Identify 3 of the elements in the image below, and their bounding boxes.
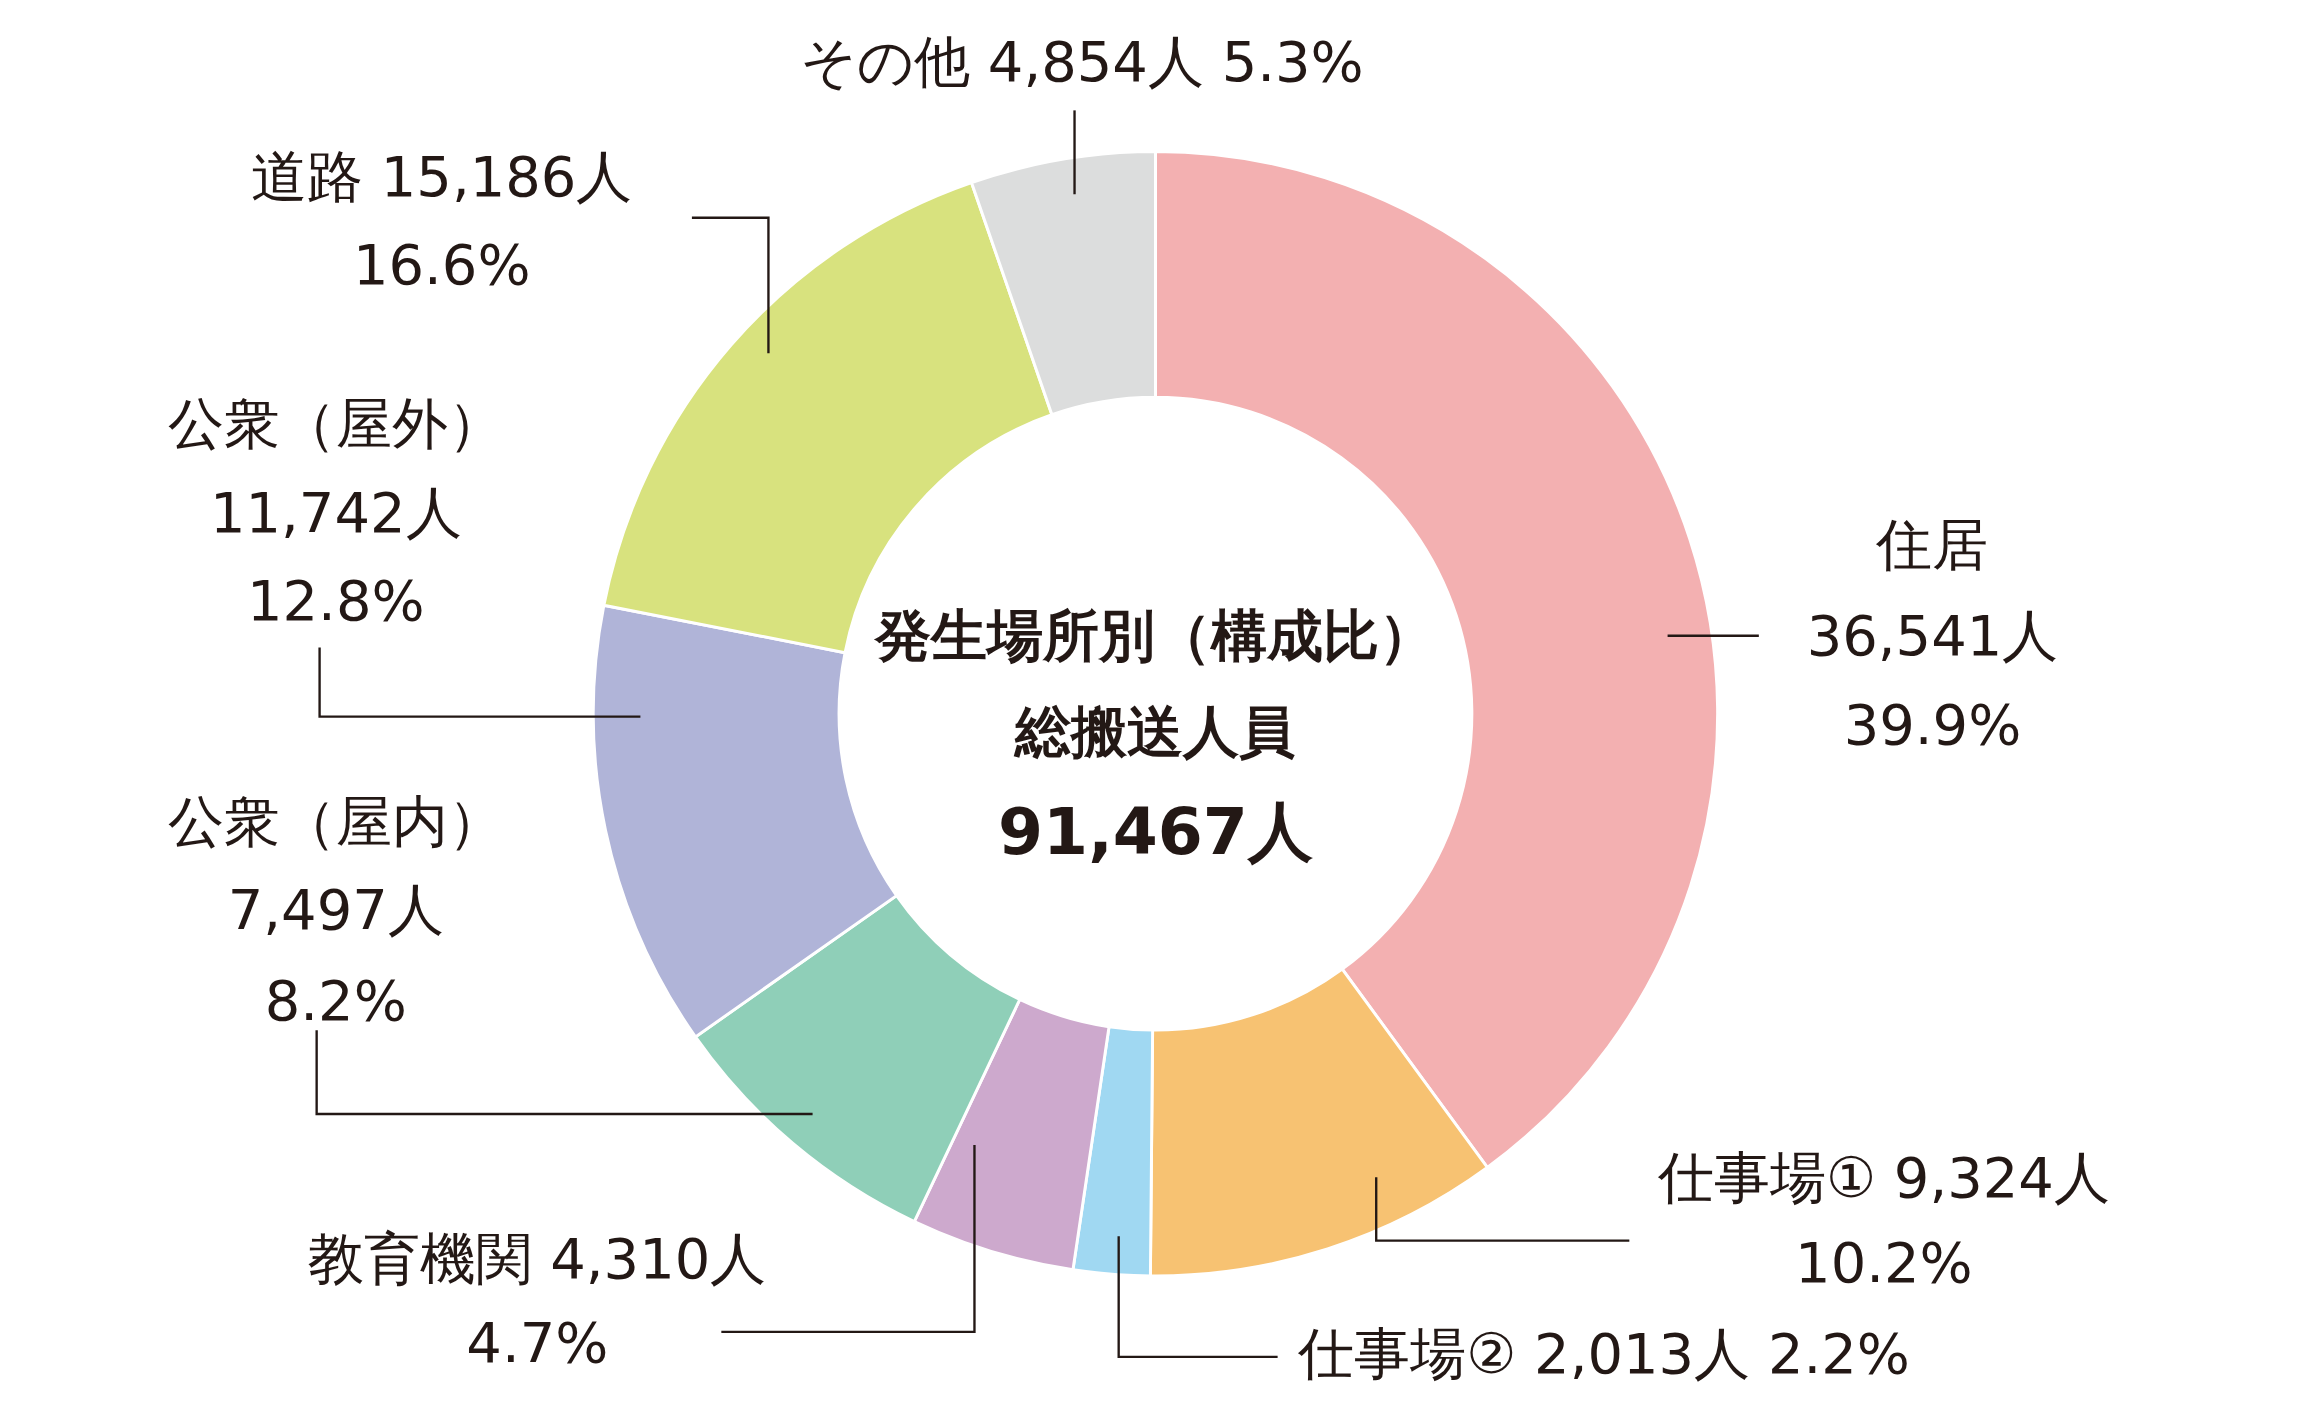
text: 91,467人 [998, 793, 1313, 869]
text: 総搬送人員 [1013, 698, 1296, 764]
text: 発生場所別（構成比） [873, 603, 1436, 669]
